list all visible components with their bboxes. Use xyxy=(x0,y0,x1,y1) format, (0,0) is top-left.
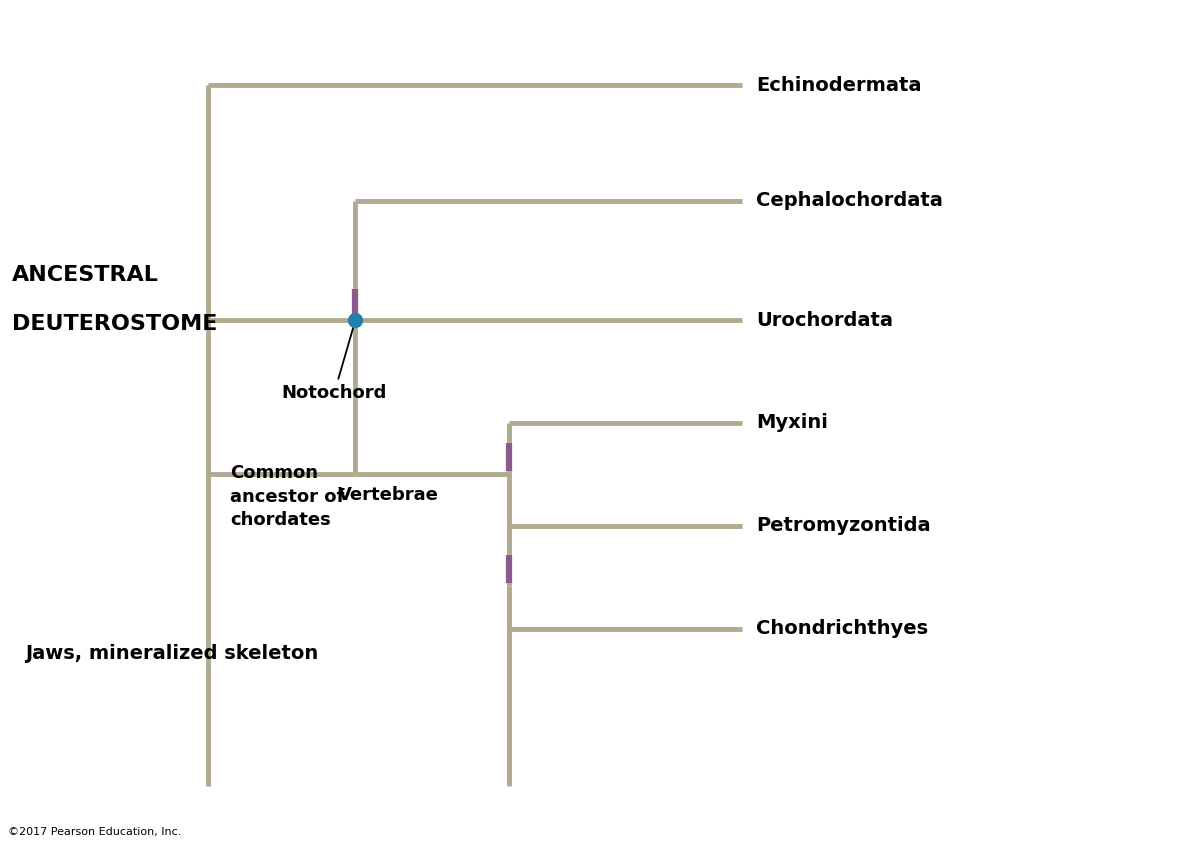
Text: ANCESTRAL: ANCESTRAL xyxy=(12,265,158,285)
Text: Myxini: Myxini xyxy=(756,414,828,432)
Text: Common
ancestor of
chordates: Common ancestor of chordates xyxy=(230,464,344,530)
Text: Urochordata: Urochordata xyxy=(756,310,893,329)
Text: DEUTEROSTOME: DEUTEROSTOME xyxy=(12,314,217,334)
Text: Chondrichthyes: Chondrichthyes xyxy=(756,619,928,639)
Text: Petromyzontida: Petromyzontida xyxy=(756,517,930,536)
Text: Echinodermata: Echinodermata xyxy=(756,75,922,95)
Text: Notochord: Notochord xyxy=(282,322,386,403)
Text: Jaws, mineralized skeleton: Jaws, mineralized skeleton xyxy=(25,644,319,663)
Text: Cephalochordata: Cephalochordata xyxy=(756,191,943,210)
Text: Vertebrae: Vertebrae xyxy=(338,486,439,503)
Text: ©2017 Pearson Education, Inc.: ©2017 Pearson Education, Inc. xyxy=(8,827,182,837)
